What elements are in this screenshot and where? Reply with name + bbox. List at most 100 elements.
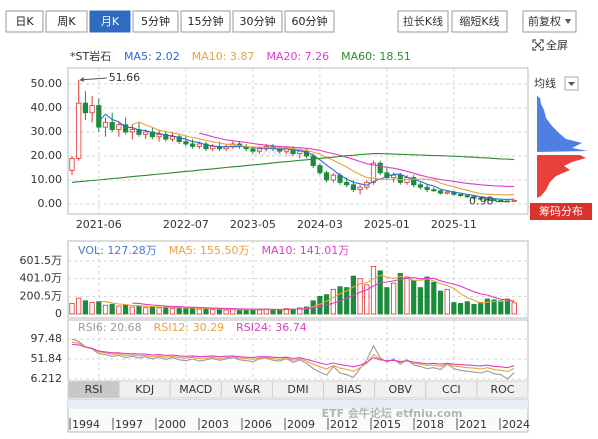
toolbar-button[interactable] xyxy=(397,10,449,33)
volume-bar xyxy=(89,302,95,315)
candle-body xyxy=(464,195,470,198)
candle-body xyxy=(203,143,209,150)
candle-body xyxy=(129,129,135,133)
volume-bar xyxy=(370,266,377,315)
y-tick-label: 20.00 xyxy=(31,149,63,162)
volume-bar xyxy=(109,303,115,315)
x-tick-label: 2024-03 xyxy=(297,218,343,231)
volume-bar xyxy=(216,308,222,315)
volume-bar xyxy=(283,308,290,315)
high-label: 51.66 xyxy=(109,71,141,84)
y-tick-label: 50.00 xyxy=(31,77,63,90)
indicator-line xyxy=(71,343,515,369)
indicator-line xyxy=(199,132,515,188)
legend-entry: VOL: 127.28万 xyxy=(78,244,157,257)
volume-bar xyxy=(210,309,216,315)
volume-bar xyxy=(123,304,129,315)
legend-entry: MA20: 7.26 xyxy=(266,50,329,63)
candle-body xyxy=(511,200,517,202)
timeline-year: 2009 xyxy=(287,418,315,431)
volume-bar xyxy=(471,303,477,315)
y-tick-label: 200.5万 xyxy=(20,289,63,302)
volume-bar xyxy=(303,306,310,315)
candle-body xyxy=(250,148,256,152)
candle-body xyxy=(491,199,497,202)
candle-body xyxy=(82,102,88,114)
period-tab[interactable] xyxy=(132,10,179,33)
candle-body xyxy=(390,174,397,178)
period-tab-label: 周K xyxy=(57,15,76,28)
timeline-year: 2024 xyxy=(502,418,530,431)
timeline-track xyxy=(68,400,528,409)
period-tab-label: 15分钟 xyxy=(188,14,224,28)
ma-select-label: 均线 xyxy=(534,76,556,90)
candle-body xyxy=(123,124,129,133)
price-panel xyxy=(67,67,529,215)
candle-body xyxy=(330,174,336,181)
volume-bar xyxy=(384,287,390,315)
volume-bar xyxy=(491,299,497,315)
low-label: 0.98 xyxy=(469,195,494,208)
timeline-year: 1994 xyxy=(72,418,100,431)
adjust-dropdown[interactable] xyxy=(522,10,577,33)
volume-bar xyxy=(143,307,149,315)
y-tick-label: 6.212 xyxy=(31,372,63,385)
toolbar-button-label: 缩短K线 xyxy=(459,14,499,28)
chip-button[interactable] xyxy=(530,203,592,220)
x-tick-label: 2025-11 xyxy=(431,218,477,231)
indicator-tab-label: RSI xyxy=(85,383,103,396)
candle-body xyxy=(404,177,410,183)
volume-bar xyxy=(183,308,189,315)
candle-body xyxy=(256,148,263,152)
volume-bar xyxy=(163,306,169,315)
indicator-tab-label: CCI xyxy=(442,383,461,396)
toolbar-button[interactable] xyxy=(451,10,508,33)
volume-bar xyxy=(149,306,155,315)
candle-body xyxy=(196,143,202,147)
volume-bar xyxy=(129,306,135,315)
volume-bar xyxy=(76,297,82,315)
fullscreen-icon xyxy=(532,39,544,51)
period-tab[interactable] xyxy=(180,10,231,33)
period-tab[interactable] xyxy=(5,10,44,33)
volume-bar xyxy=(330,288,336,315)
volume-bar xyxy=(230,309,236,315)
y-tick-label: 10.00 xyxy=(31,173,63,186)
period-tab[interactable] xyxy=(284,10,335,33)
volume-bar xyxy=(176,307,182,315)
indicator-tab[interactable] xyxy=(476,380,529,399)
y-tick-label: 401.0万 xyxy=(20,272,63,285)
candle-body xyxy=(424,186,430,190)
volume-bar xyxy=(169,308,176,315)
chip-button-label: 筹码分布 xyxy=(539,204,583,218)
candle-body xyxy=(96,105,102,128)
y-tick-label: 30.00 xyxy=(31,125,63,138)
indicator-tab-label: DMI xyxy=(287,383,308,396)
x-tick-label: 2022-07 xyxy=(163,218,209,231)
volume-bar xyxy=(457,303,464,315)
candle-body xyxy=(323,172,330,181)
legend-entry: RSI24: 36.74 xyxy=(236,321,307,334)
period-tab[interactable] xyxy=(89,10,131,33)
y-tick-label: 97.48 xyxy=(31,332,63,345)
indicator-tab-label: OBV xyxy=(389,383,413,396)
volume-bar xyxy=(69,303,75,315)
period-tab[interactable] xyxy=(232,10,283,33)
candle-body xyxy=(484,198,491,201)
dropdown-arrow xyxy=(568,82,575,86)
timeline-year: 1997 xyxy=(115,418,143,431)
candle-body xyxy=(109,121,115,130)
period-tab[interactable] xyxy=(45,10,88,33)
timeline-year: 2018 xyxy=(416,418,444,431)
volume-bar xyxy=(484,298,491,315)
candle-body xyxy=(156,133,162,138)
fullscreen-button[interactable]: 全屏 xyxy=(532,38,568,52)
timeline-year: 2021 xyxy=(459,418,487,431)
candle-body xyxy=(397,174,403,183)
volume-bar xyxy=(116,305,122,315)
volume-bar xyxy=(136,305,142,315)
timeline-year: 2000 xyxy=(158,418,186,431)
dropdown-arrow xyxy=(565,19,571,24)
